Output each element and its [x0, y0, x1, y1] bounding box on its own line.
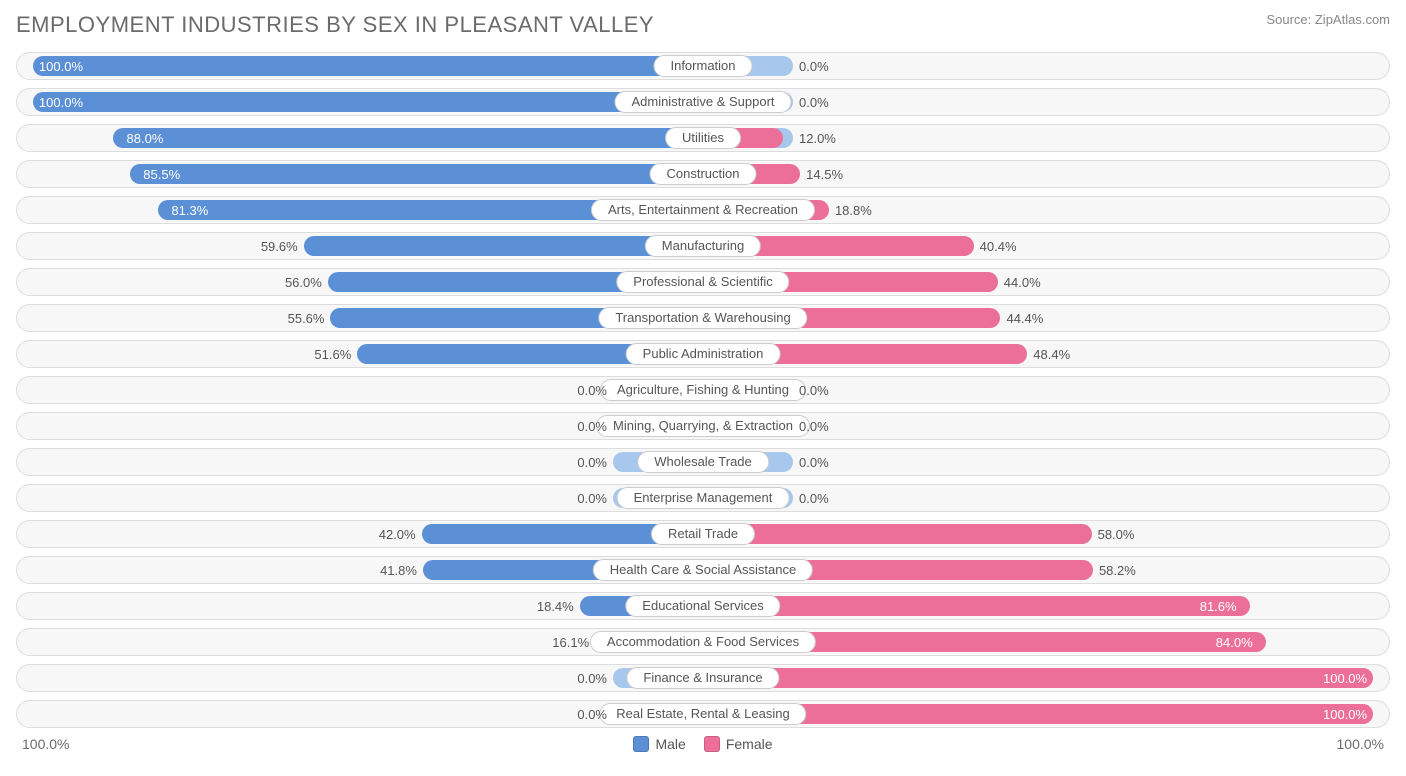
male-bar: [130, 164, 703, 184]
female-value-label: 40.4%: [980, 237, 1017, 257]
chart-row: 100.0% 0.0% Administrative & Support: [16, 88, 1390, 116]
chart-row: 18.4% 81.6% Educational Services: [16, 592, 1390, 620]
male-value-label: 55.6%: [288, 309, 325, 329]
chart-row: 55.6% 44.4% Transportation & Warehousing: [16, 304, 1390, 332]
female-value-label: 81.6%: [1200, 597, 1237, 617]
female-bar: [703, 596, 1250, 616]
female-bar: [703, 524, 1092, 544]
category-pill: Finance & Insurance: [626, 667, 779, 689]
female-value-label: 14.5%: [806, 165, 843, 185]
chart-title: EMPLOYMENT INDUSTRIES BY SEX IN PLEASANT…: [16, 12, 654, 38]
legend-male-label: Male: [655, 736, 685, 752]
chart-row: 59.6% 40.4% Manufacturing: [16, 232, 1390, 260]
male-value-label: 0.0%: [577, 489, 607, 509]
female-value-label: 12.0%: [799, 129, 836, 149]
category-pill: Mining, Quarrying, & Extraction: [596, 415, 810, 437]
legend-female-label: Female: [726, 736, 773, 752]
chart-row: 56.0% 44.0% Professional & Scientific: [16, 268, 1390, 296]
male-value-label: 42.0%: [379, 525, 416, 545]
chart-row: 16.1% 84.0% Accommodation & Food Services: [16, 628, 1390, 656]
female-value-label: 58.0%: [1098, 525, 1135, 545]
chart-row: 42.0% 58.0% Retail Trade: [16, 520, 1390, 548]
female-value-label: 48.4%: [1033, 345, 1070, 365]
category-pill: Transportation & Warehousing: [598, 307, 807, 329]
chart-area: 100.0% 0.0% Information 100.0% 0.0% Administr…: [16, 52, 1390, 728]
female-value-label: 84.0%: [1216, 633, 1253, 653]
male-value-label: 0.0%: [577, 669, 607, 689]
female-value-label: 0.0%: [799, 381, 829, 401]
header: EMPLOYMENT INDUSTRIES BY SEX IN PLEASANT…: [16, 12, 1390, 38]
male-value-label: 51.6%: [314, 345, 351, 365]
male-value-label: 100.0%: [39, 57, 83, 77]
male-value-label: 59.6%: [261, 237, 298, 257]
female-value-label: 18.8%: [835, 201, 872, 221]
legend-female: Female: [704, 736, 773, 752]
male-value-label: 81.3%: [171, 201, 208, 221]
female-value-label: 58.2%: [1099, 561, 1136, 581]
male-value-label: 56.0%: [285, 273, 322, 293]
female-value-label: 0.0%: [799, 93, 829, 113]
chart-row: 0.0% 0.0%Mining, Quarrying, & Extraction: [16, 412, 1390, 440]
source-label: Source: ZipAtlas.com: [1266, 12, 1390, 27]
chart-row: 0.0% 100.0% Real Estate, Rental & Leasing: [16, 700, 1390, 728]
male-value-label: 18.4%: [537, 597, 574, 617]
female-value-label: 100.0%: [1323, 705, 1367, 725]
category-pill: Retail Trade: [651, 523, 755, 545]
female-value-label: 0.0%: [799, 453, 829, 473]
male-value-label: 88.0%: [127, 129, 164, 149]
category-pill: Administrative & Support: [614, 91, 791, 113]
male-value-label: 0.0%: [577, 453, 607, 473]
category-pill: Information: [653, 55, 752, 77]
category-pill: Health Care & Social Assistance: [593, 559, 813, 581]
female-swatch-icon: [704, 736, 720, 752]
male-value-label: 16.1%: [552, 633, 589, 653]
male-value-label: 0.0%: [577, 705, 607, 725]
chart-row: 51.6% 48.4% Public Administration: [16, 340, 1390, 368]
female-bar: [703, 668, 1373, 688]
chart-row: 85.5% 14.5% Construction: [16, 160, 1390, 188]
chart-row: 0.0% 100.0% Finance & Insurance: [16, 664, 1390, 692]
chart-row: 88.0% 12.0% Utilities: [16, 124, 1390, 152]
female-value-label: 100.0%: [1323, 669, 1367, 689]
male-value-label: 41.8%: [380, 561, 417, 581]
footer: 100.0% Male Female 100.0%: [16, 736, 1390, 752]
male-bar: [33, 92, 703, 112]
female-value-label: 44.0%: [1004, 273, 1041, 293]
category-pill: Public Administration: [626, 343, 781, 365]
male-value-label: 100.0%: [39, 93, 83, 113]
male-swatch-icon: [633, 736, 649, 752]
chart-row: 81.3% 18.8% Arts, Entertainment & Recreati…: [16, 196, 1390, 224]
category-pill: Real Estate, Rental & Leasing: [599, 703, 806, 725]
category-pill: Arts, Entertainment & Recreation: [591, 199, 815, 221]
category-pill: Accommodation & Food Services: [590, 631, 816, 653]
chart-row: 0.0% 0.0% Enterprise Management: [16, 484, 1390, 512]
male-value-label: 0.0%: [577, 417, 607, 437]
male-value-label: 0.0%: [577, 381, 607, 401]
category-pill: Manufacturing: [645, 235, 761, 257]
chart-row: 100.0% 0.0% Information: [16, 52, 1390, 80]
category-pill: Utilities: [665, 127, 741, 149]
category-pill: Professional & Scientific: [616, 271, 789, 293]
category-pill: Construction: [650, 163, 757, 185]
female-value-label: 0.0%: [799, 417, 829, 437]
chart-row: 41.8% 58.2% Health Care & Social Assistanc…: [16, 556, 1390, 584]
male-bar: [113, 128, 703, 148]
category-pill: Agriculture, Fishing & Hunting: [600, 379, 806, 401]
female-value-label: 0.0%: [799, 489, 829, 509]
male-bar: [33, 56, 703, 76]
category-pill: Enterprise Management: [617, 487, 790, 509]
female-value-label: 0.0%: [799, 57, 829, 77]
axis-right-label: 100.0%: [1337, 736, 1384, 752]
category-pill: Educational Services: [625, 595, 780, 617]
male-value-label: 85.5%: [143, 165, 180, 185]
category-pill: Wholesale Trade: [637, 451, 769, 473]
legend-male: Male: [633, 736, 685, 752]
male-bar: [304, 236, 703, 256]
chart-row: 0.0% 0.0% Wholesale Trade: [16, 448, 1390, 476]
axis-left-label: 100.0%: [22, 736, 69, 752]
chart-row: 0.0% 0.0%Agriculture, Fishing & Hunting: [16, 376, 1390, 404]
female-value-label: 44.4%: [1006, 309, 1043, 329]
legend: Male Female: [633, 736, 772, 752]
